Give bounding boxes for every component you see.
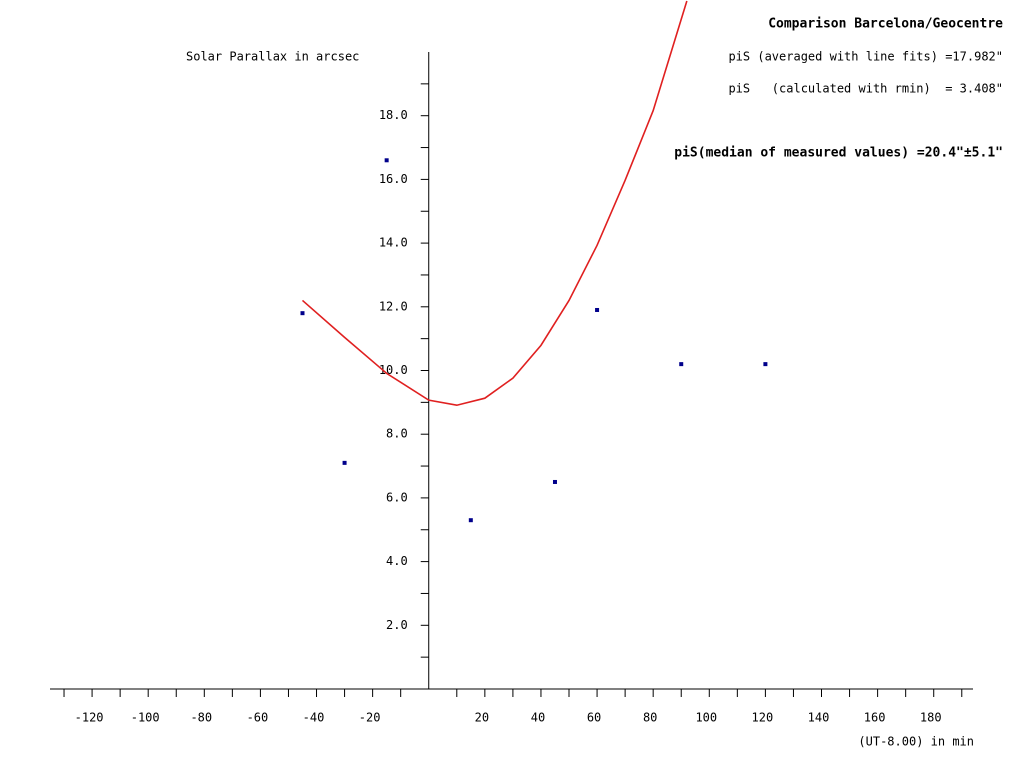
x-tick-label: 180 (920, 711, 942, 725)
annotation: piS (averaged with line fits) =17.982" (728, 50, 1003, 64)
chart-title: Comparison Barcelona/Geocentre (768, 17, 1003, 32)
x-tick-label: -60 (247, 711, 269, 725)
x-axis-label: (UT-8.00) in min (858, 735, 974, 749)
y-tick-label: 2.0 (386, 618, 408, 632)
y-axis-label: Solar Parallax in arcsec (186, 50, 359, 64)
x-tick-label: -100 (131, 711, 160, 725)
x-tick-label: 160 (864, 711, 886, 725)
y-tick-label: 14.0 (379, 236, 408, 250)
y-tick-label: 18.0 (379, 108, 408, 122)
y-tick-label: 16.0 (379, 172, 408, 186)
x-tick-label: -20 (359, 711, 381, 725)
x-tick-label: 60 (587, 711, 601, 725)
y-tick-label: 12.0 (379, 299, 408, 313)
x-tick-label: -80 (190, 711, 212, 725)
data-point (595, 307, 600, 312)
annotation: piS(median of measured values) =20.4"±5.… (674, 146, 1003, 161)
x-tick-label: 20 (475, 711, 489, 725)
y-tick-label: 4.0 (386, 554, 408, 568)
x-tick-label: -40 (303, 711, 325, 725)
data-point (763, 362, 768, 367)
fit-curve (301, 0, 688, 407)
annotation: piS (calculated with rmin) = 3.408" (728, 82, 1003, 96)
x-tick-label: 120 (752, 711, 774, 725)
x-tick-label: 140 (808, 711, 830, 725)
data-point (679, 362, 684, 367)
data-point (342, 460, 347, 465)
y-tick-label: 6.0 (386, 490, 408, 504)
data-point (384, 158, 389, 163)
data-point (468, 518, 473, 523)
y-tick-label: 8.0 (386, 427, 408, 441)
x-tick-label: 80 (643, 711, 657, 725)
x-tick-label: -120 (75, 711, 104, 725)
data-point (552, 479, 557, 484)
x-tick-label: 40 (531, 711, 545, 725)
x-tick-label: 100 (695, 711, 717, 725)
data-point (300, 311, 305, 316)
